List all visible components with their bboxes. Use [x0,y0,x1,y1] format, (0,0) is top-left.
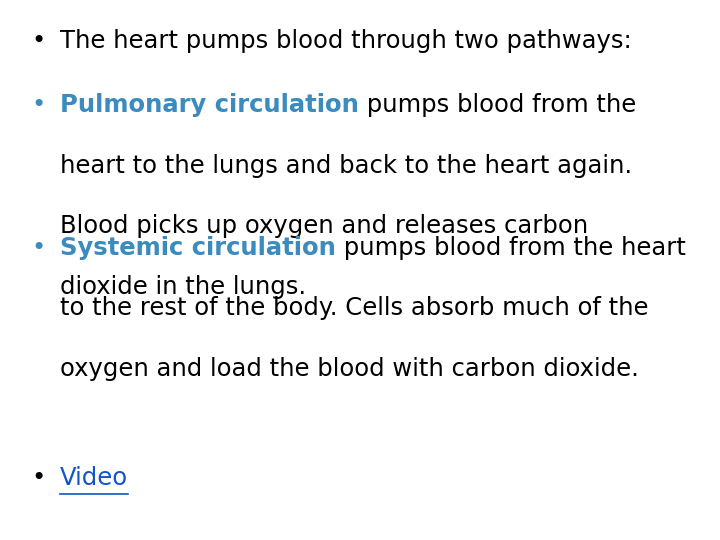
Text: pumps blood from the heart: pumps blood from the heart [336,235,685,260]
Text: Systemic circulation: Systemic circulation [60,235,336,260]
Text: pumps blood from the: pumps blood from the [359,93,636,117]
Text: Pulmonary circulation: Pulmonary circulation [60,93,359,117]
Text: •: • [32,466,46,490]
Text: heart to the lungs and back to the heart again.: heart to the lungs and back to the heart… [60,153,632,178]
Text: •: • [32,29,46,53]
Text: Video: Video [60,466,128,490]
Text: dioxide in the lungs.: dioxide in the lungs. [60,275,306,299]
Text: The heart pumps blood through two pathways:: The heart pumps blood through two pathwa… [60,29,631,53]
Text: •: • [32,235,46,260]
Text: oxygen and load the blood with carbon dioxide.: oxygen and load the blood with carbon di… [60,357,639,381]
Text: •: • [32,93,46,117]
Text: Blood picks up oxygen and releases carbon: Blood picks up oxygen and releases carbo… [60,214,588,239]
Text: to the rest of the body. Cells absorb much of the: to the rest of the body. Cells absorb mu… [60,296,648,320]
